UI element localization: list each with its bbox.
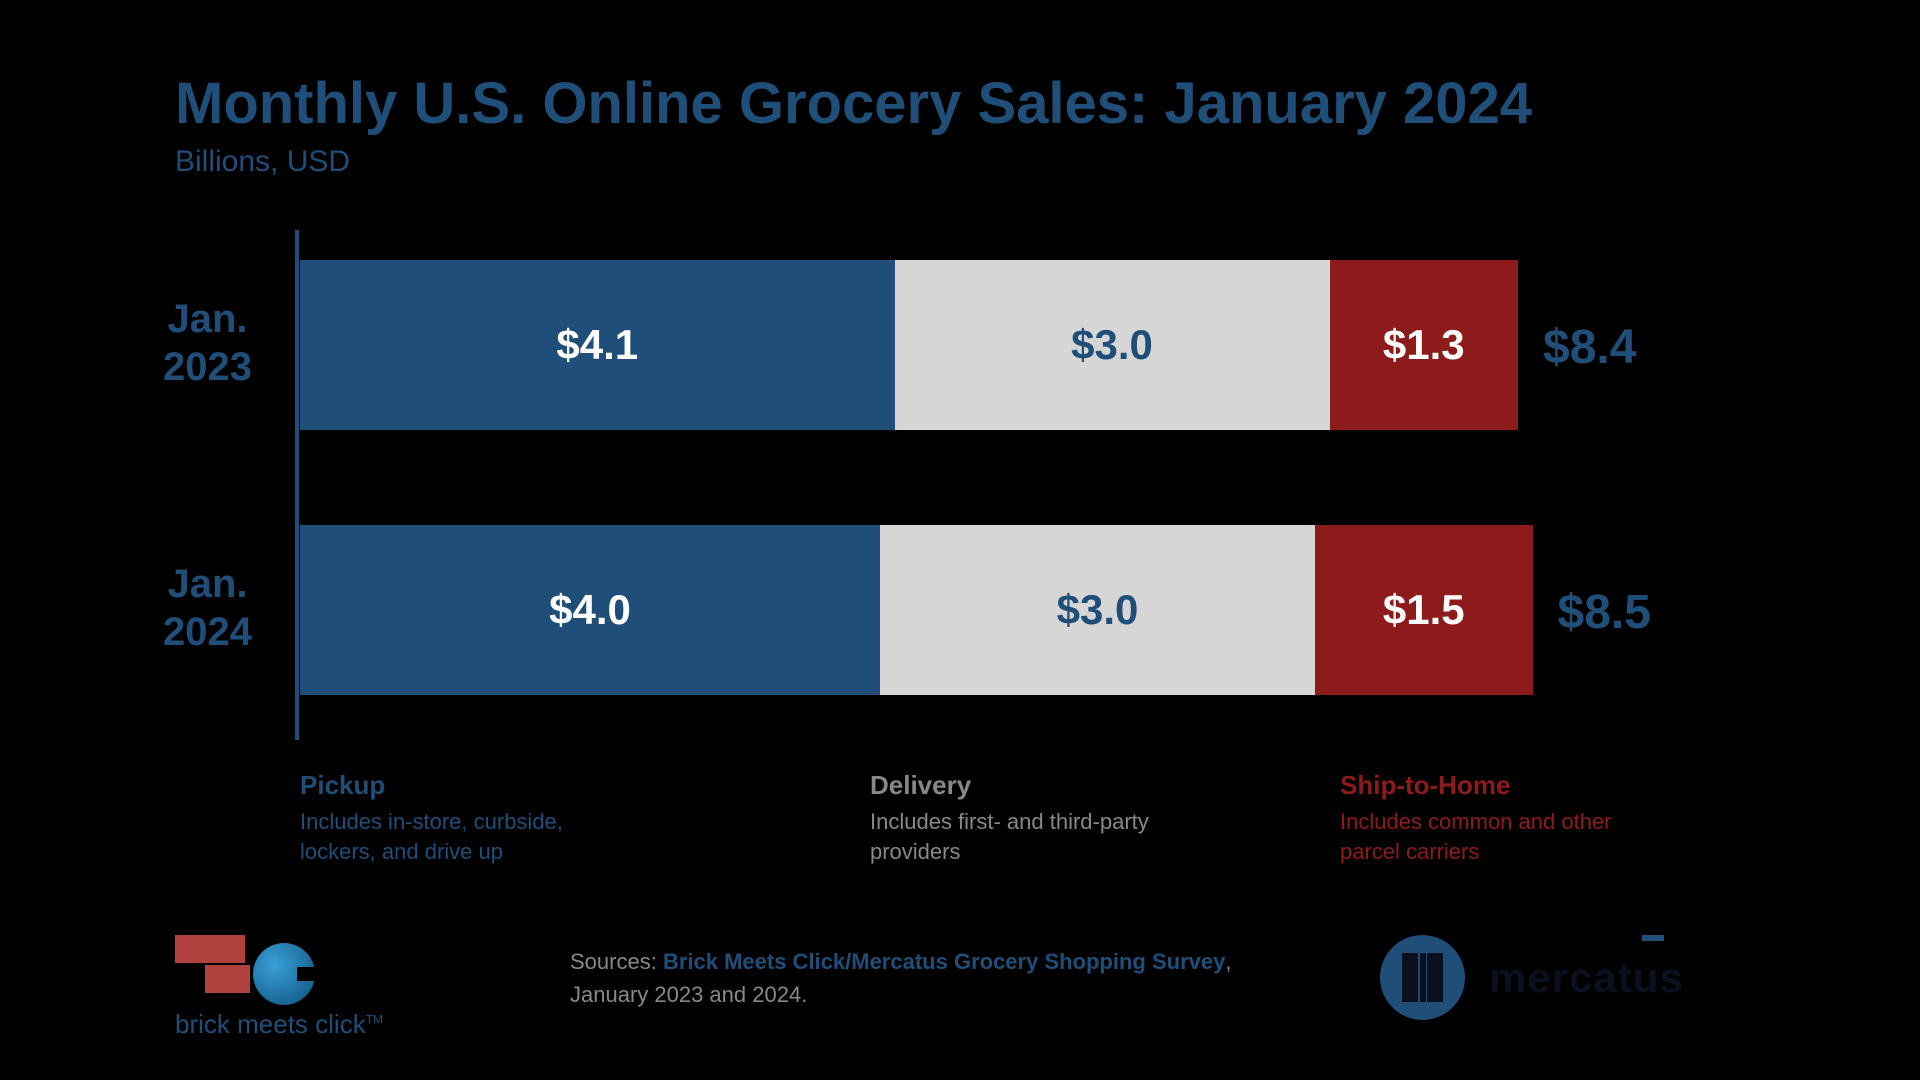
row-label-2023-line1: Jan.	[167, 297, 247, 341]
row-label-2024: Jan. 2024	[130, 560, 285, 656]
bar-segment-ship: $1.5	[1315, 525, 1533, 695]
row-label-2024-line1: Jan.	[167, 562, 247, 606]
mercatus-logo-text: mercatus	[1489, 954, 1684, 1002]
legend-ship-desc: Includes common and other parcel carrier…	[1340, 807, 1640, 866]
sources-text: Sources: Brick Meets Click/Mercatus Groc…	[570, 945, 1290, 1011]
mercatus-logo-icon	[1380, 935, 1465, 1020]
sources-prefix: Sources:	[570, 949, 663, 974]
bar-row-2024: $4.0$3.0$1.5	[300, 525, 1533, 695]
chart-title: Monthly U.S. Online Grocery Sales: Janua…	[175, 70, 1532, 137]
bar-segment-pickup: $4.0	[300, 525, 880, 695]
bar-row-2023: $4.1$3.0$1.3	[300, 260, 1518, 430]
sources-bold: Brick Meets Click/Mercatus Grocery Shopp…	[663, 949, 1225, 974]
y-axis-line	[295, 230, 299, 740]
bmc-logo-icon	[175, 935, 315, 1005]
row-label-2023-line2: 2023	[163, 345, 252, 389]
legend-delivery-desc: Includes first- and third-party provider…	[870, 807, 1170, 866]
legend-ship-title: Ship-to-Home	[1340, 770, 1640, 801]
bar-segment-ship: $1.3	[1330, 260, 1519, 430]
legend-pickup-desc: Includes in-store, curbside, lockers, an…	[300, 807, 600, 866]
row-total-2023: $8.4	[1543, 320, 1636, 375]
legend-delivery-title: Delivery	[870, 770, 1170, 801]
legend-pickup-title: Pickup	[300, 770, 600, 801]
bmc-logo-wordmark: brick meets click	[175, 1009, 366, 1039]
mercatus-logo-dash	[1642, 935, 1664, 941]
brick-meets-click-logo: brick meets clickTM	[175, 935, 383, 1040]
mercatus-logo: mercatus	[1380, 935, 1684, 1020]
row-label-2023: Jan. 2023	[130, 295, 285, 391]
chart-subtitle: Billions, USD	[175, 145, 350, 179]
chart-canvas: Monthly U.S. Online Grocery Sales: Janua…	[0, 0, 1920, 1080]
bmc-logo-text: brick meets clickTM	[175, 1009, 383, 1040]
bar-segment-delivery: $3.0	[880, 525, 1315, 695]
row-total-2024: $8.5	[1558, 585, 1651, 640]
legend-ship: Ship-to-Home Includes common and other p…	[1340, 770, 1640, 866]
legend-pickup: Pickup Includes in-store, curbside, lock…	[300, 770, 600, 866]
bar-segment-pickup: $4.1	[300, 260, 895, 430]
legend-delivery: Delivery Includes first- and third-party…	[870, 770, 1170, 866]
bar-segment-delivery: $3.0	[895, 260, 1330, 430]
bmc-logo-tm: TM	[366, 1012, 383, 1026]
row-label-2024-line2: 2024	[163, 610, 252, 654]
